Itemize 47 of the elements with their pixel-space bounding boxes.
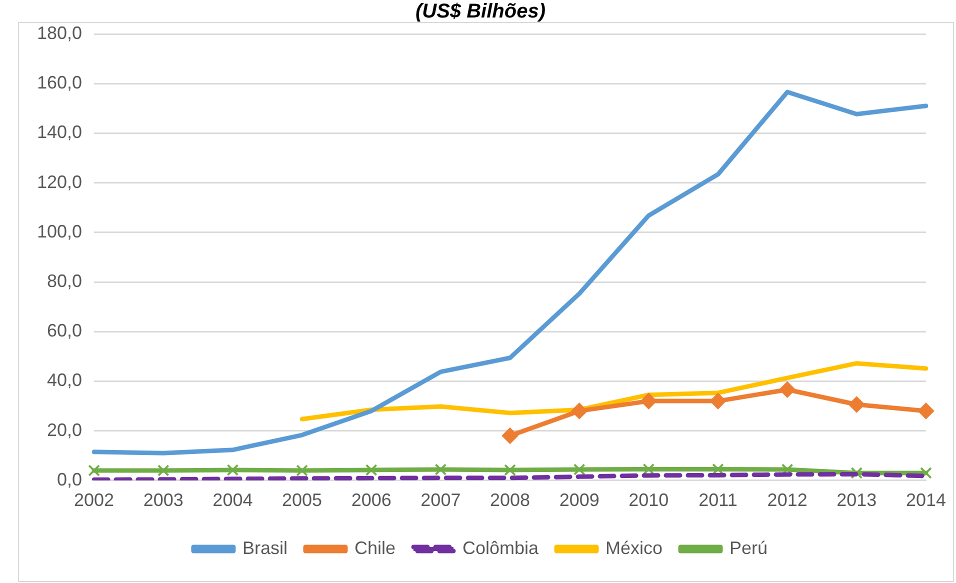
point (434, 464, 447, 476)
y-tick-label: 100,0 (36, 221, 82, 242)
point (848, 396, 865, 413)
x-tick-label: 2014 (906, 490, 946, 510)
x-tick-label: 2009 (559, 490, 600, 510)
point (157, 464, 170, 476)
x-tick-label: 2002 (74, 490, 114, 510)
point (365, 464, 378, 476)
y-tick-label: 0,0 (57, 469, 82, 490)
point (920, 467, 932, 479)
y-tick-label: 120,0 (36, 172, 82, 192)
x-tick-label: 2010 (628, 490, 669, 510)
x-tick-label: 2008 (490, 490, 530, 510)
point (710, 393, 726, 410)
point (779, 382, 796, 398)
y-tick-label: 140,0 (36, 122, 82, 142)
y-tick-label: 160,0 (36, 72, 82, 93)
y-tick-label: 80,0 (46, 270, 82, 291)
point (226, 464, 239, 476)
x-tick-label: 2012 (767, 490, 808, 510)
point (88, 464, 100, 476)
legend-label: Colômbia (462, 538, 540, 558)
point (502, 428, 518, 444)
y-tick-label: 60,0 (46, 320, 82, 341)
legend-label: Brasil (242, 538, 288, 558)
x-tick-label: 2013 (836, 490, 877, 510)
y-tick-label: 180,0 (36, 22, 82, 43)
x-tick-label: 2011 (698, 490, 738, 510)
point (571, 402, 588, 419)
point (918, 402, 934, 419)
legend-label: Perú (730, 538, 768, 558)
point (504, 464, 516, 476)
point (296, 464, 308, 476)
point (781, 464, 794, 476)
point (640, 393, 657, 410)
legend-label: Chile (354, 538, 396, 558)
point (573, 464, 586, 476)
point (850, 467, 863, 479)
legend-label: México (606, 538, 663, 558)
chart-title: (US$ Bilhões) (415, 0, 546, 23)
x-tick-label: 2007 (420, 490, 461, 510)
x-tick-label: 2003 (143, 490, 184, 510)
x-tick-label: 2004 (212, 490, 253, 510)
x-tick-label: 2005 (282, 490, 322, 510)
x-tick-label: 2006 (351, 490, 392, 510)
y-tick-label: 40,0 (46, 370, 82, 390)
y-tick-label: 20,0 (46, 420, 82, 440)
